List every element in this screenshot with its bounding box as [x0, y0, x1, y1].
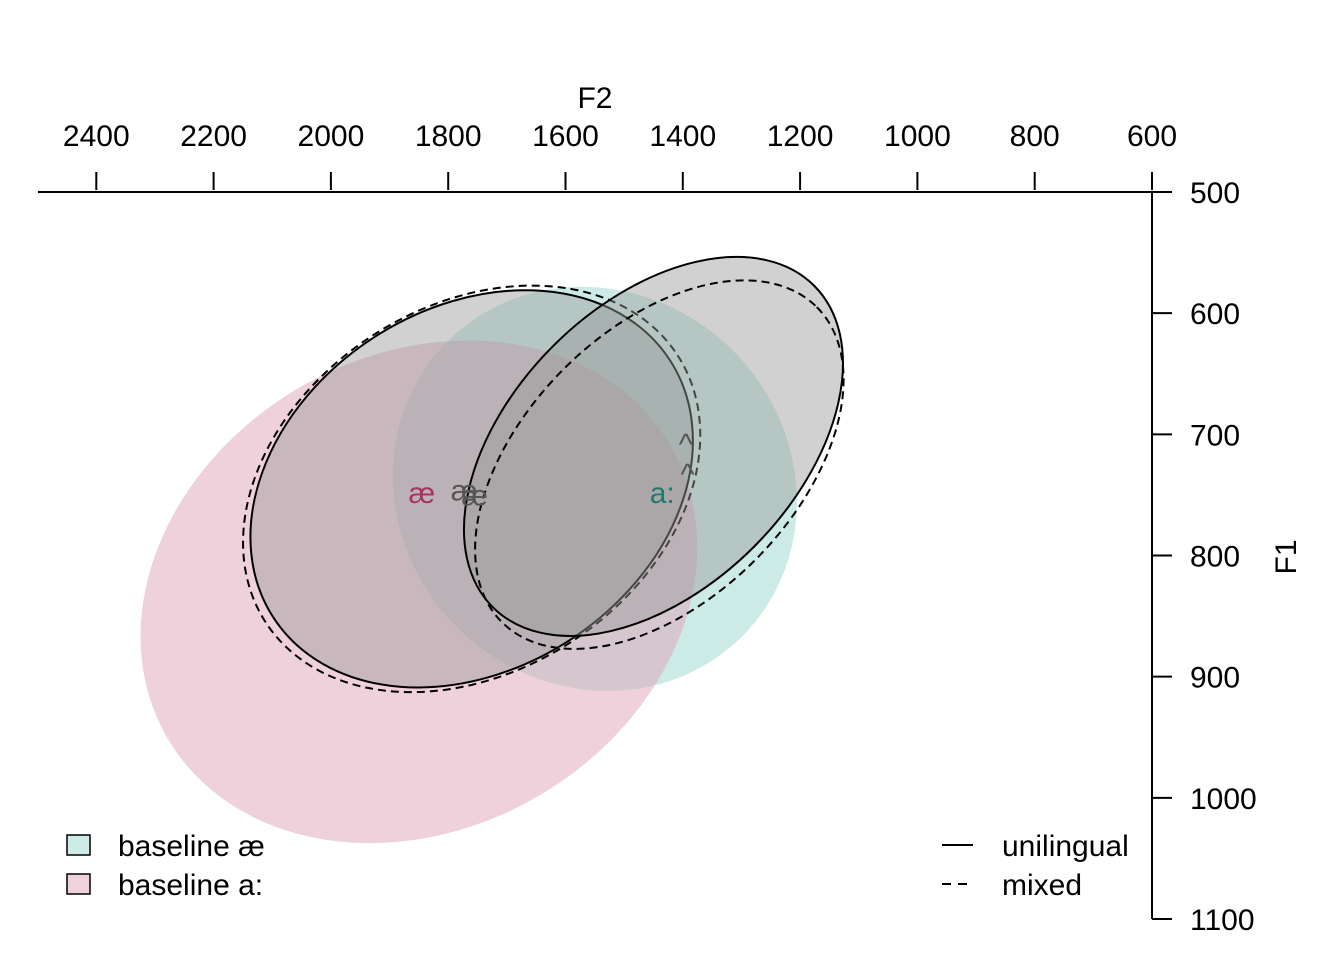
vowel-labels: æ ææ a:^^ — [408, 428, 694, 512]
legend-swatch-0 — [66, 834, 91, 856]
legend-swatch-1 — [66, 873, 91, 895]
x-tick-label-6: 1200 — [767, 120, 834, 153]
vowel-label-3: a: — [650, 477, 675, 510]
legend-line-label-1: mixed — [1002, 869, 1082, 902]
vowel-label-1: æ — [451, 474, 478, 507]
x-tick-label-3: 1800 — [415, 120, 482, 153]
x-tick-label-4: 1600 — [532, 120, 599, 153]
x-ticks: 2400 2200 2000 1800 1600 1400 1200 1000 800 600 — [63, 120, 1177, 190]
baseline-ellipses — [140, 286, 797, 844]
condition-ellipse-0 — [249, 289, 694, 689]
y-tick-label-4: 900 — [1190, 662, 1240, 695]
vowel-label-4: ^ — [679, 428, 693, 461]
y-tick-label-3: 800 — [1190, 541, 1240, 574]
vowel-label-5: ^ — [680, 459, 694, 492]
baseline-ellipse-1 — [140, 340, 698, 844]
legend-condition: unilingual mixed — [942, 830, 1129, 902]
x-tick-label-0: 2400 — [63, 120, 130, 153]
y-tick-label-5: 1000 — [1190, 783, 1257, 816]
x-tick-label-9: 600 — [1127, 120, 1177, 153]
vowel-label-0: æ — [408, 477, 435, 510]
x-tick-label-5: 1400 — [649, 120, 716, 153]
x-tick-label-2: 2000 — [298, 120, 365, 153]
condition-ellipses — [242, 255, 845, 694]
y-tick-label-6: 1100 — [1190, 904, 1255, 937]
legend-baseline: baseline æ baseline a: — [66, 830, 265, 902]
legend-fill-label-1: baseline a: — [118, 869, 263, 902]
y-tick-label-0: 500 — [1190, 177, 1240, 210]
condition-ellipse-3 — [474, 279, 845, 650]
x-axis: 2400 2200 2000 1800 1600 1400 1200 1000 800 600 F… — [38, 82, 1177, 193]
legend-fill-label-0: baseline æ — [118, 830, 265, 863]
condition-ellipse-1 — [242, 284, 702, 694]
y-tick-label-1: 600 — [1190, 298, 1240, 331]
x-tick-label-7: 1000 — [884, 120, 951, 153]
vowel-label-2: æ — [461, 479, 488, 512]
y-tick-label-2: 700 — [1190, 419, 1240, 452]
x-tick-label-1: 2200 — [180, 120, 247, 153]
x-axis-title: F2 — [577, 82, 612, 115]
y-axis: 500 600 700 800 900 1000 1100 F1 — [1151, 177, 1303, 937]
y-axis-title: F1 — [1270, 539, 1303, 574]
y-ticks: 500 600 700 800 900 1000 1100 — [1152, 177, 1257, 937]
x-tick-label-8: 800 — [1010, 120, 1060, 153]
condition-ellipse-2 — [462, 255, 844, 637]
legend-line-label-0: unilingual — [1002, 830, 1129, 863]
